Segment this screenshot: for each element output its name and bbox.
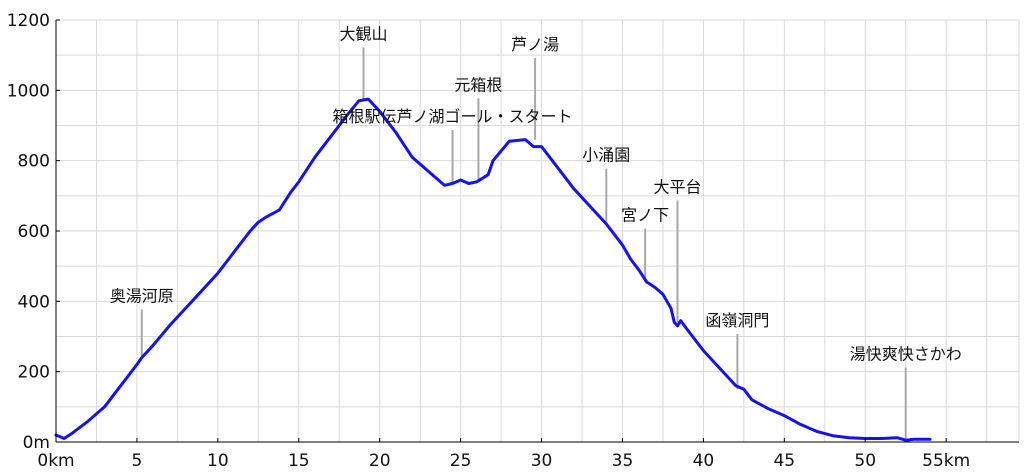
y-tick-label: 1200 bbox=[7, 11, 50, 31]
annotation-label: 小涌園 bbox=[582, 146, 630, 165]
x-tick-label: 20 bbox=[369, 451, 391, 471]
y-tick-label: 600 bbox=[18, 222, 50, 242]
x-tick-label: 10 bbox=[207, 451, 229, 471]
annotation-markers bbox=[140, 47, 907, 441]
elevation-series bbox=[54, 97, 932, 442]
x-tick-label: 45 bbox=[773, 451, 795, 471]
x-tick-label: 0km bbox=[37, 451, 74, 471]
x-tick-label: 30 bbox=[531, 451, 553, 471]
annotation-label: 芦ノ湯 bbox=[511, 35, 559, 54]
x-tick-label: 15 bbox=[288, 451, 310, 471]
x-tick-label: 5 bbox=[132, 451, 143, 471]
annotation-label: 大観山 bbox=[340, 24, 388, 43]
annotation-label: 宮ノ下 bbox=[621, 205, 669, 224]
annotation-label: 大平台 bbox=[653, 177, 701, 196]
annotation-label: 函嶺洞門 bbox=[705, 311, 769, 330]
x-tick-label: 35 bbox=[612, 451, 634, 471]
annotation-label: 湯快爽快さかわ bbox=[850, 344, 962, 363]
x-tick-label: 40 bbox=[693, 451, 715, 471]
axes: 0m 200 400 600 800 1000 1200 0km 5 10 15 20 25 30 35 40… bbox=[7, 11, 1019, 471]
annotation-label: 箱根駅伝芦ノ湖ゴール・スタート bbox=[333, 107, 573, 126]
y-tick-label: 800 bbox=[18, 152, 50, 172]
elevation-line bbox=[54, 97, 932, 442]
y-tick-label: 1000 bbox=[7, 81, 50, 101]
annotation-label: 奥湯河原 bbox=[110, 286, 174, 305]
y-tick-label: 0m bbox=[23, 433, 50, 453]
x-tick-label: 50 bbox=[854, 451, 876, 471]
x-tick-label: 25 bbox=[450, 451, 472, 471]
annotation-label: 元箱根 bbox=[454, 75, 502, 94]
grid bbox=[56, 19, 1020, 442]
x-tick-label: 55km bbox=[922, 451, 970, 471]
y-tick-label: 200 bbox=[18, 363, 50, 383]
y-tick-label: 400 bbox=[18, 292, 50, 312]
